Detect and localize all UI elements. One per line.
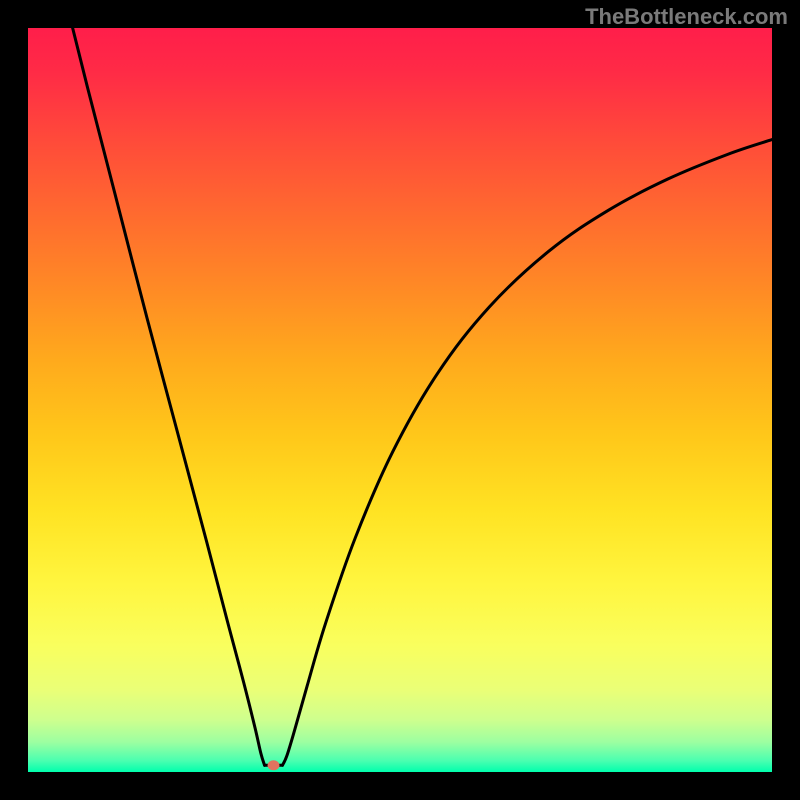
optimal-point-marker	[268, 760, 280, 770]
bottleneck-chart	[0, 0, 800, 800]
plot-background	[28, 28, 772, 772]
watermark-text: TheBottleneck.com	[585, 4, 788, 30]
chart-container: TheBottleneck.com	[0, 0, 800, 800]
